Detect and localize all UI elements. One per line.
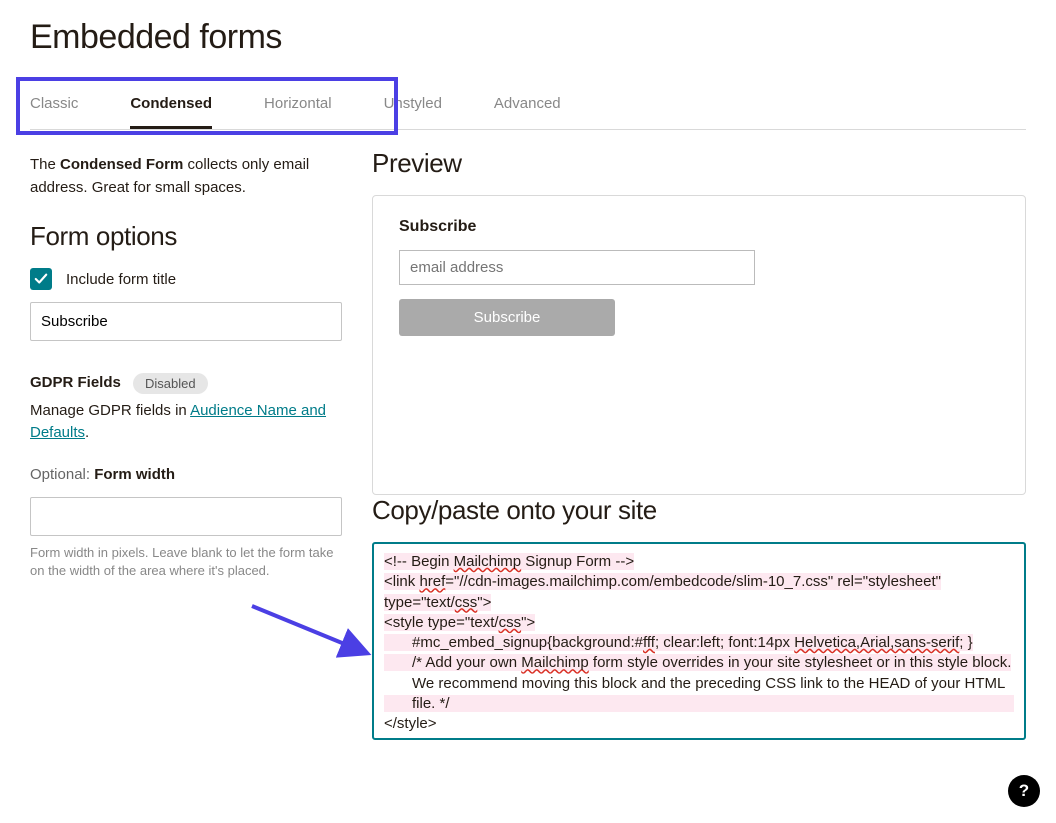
tab-horizontal[interactable]: Horizontal xyxy=(264,85,332,129)
check-icon xyxy=(34,272,48,286)
form-width-label: Optional: Form width xyxy=(30,466,342,483)
form-options-heading: Form options xyxy=(30,221,342,252)
form-width-input[interactable] xyxy=(30,497,342,536)
form-width-hint: Form width in pixels. Leave blank to let… xyxy=(30,544,342,580)
page-title: Embedded forms xyxy=(30,18,1026,57)
preview-box: Subscribe Subscribe xyxy=(372,195,1026,495)
gdpr-help-text: Manage GDPR fields in Audience Name and … xyxy=(30,400,342,444)
gdpr-text-suffix: . xyxy=(85,424,89,441)
preview-form-title: Subscribe xyxy=(399,218,999,236)
gdpr-text-prefix: Manage GDPR fields in xyxy=(30,402,190,419)
tab-advanced[interactable]: Advanced xyxy=(494,85,561,129)
preview-heading: Preview xyxy=(372,148,1026,179)
embed-code-textarea[interactable]: <!-- Begin Mailchimp Signup Form --><lin… xyxy=(372,542,1026,740)
copy-paste-heading: Copy/paste onto your site xyxy=(372,495,1026,526)
tab-condensed[interactable]: Condensed xyxy=(130,85,212,129)
optional-prefix: Optional: xyxy=(30,466,94,483)
preview-email-input[interactable] xyxy=(399,250,755,285)
optional-bold: Form width xyxy=(94,466,175,483)
include-form-title-label: Include form title xyxy=(66,271,176,288)
gdpr-fields-label: GDPR Fields xyxy=(30,374,121,391)
include-form-title-checkbox[interactable] xyxy=(30,268,52,290)
gdpr-disabled-badge: Disabled xyxy=(133,373,208,394)
intro-text: The Condensed Form collects only email a… xyxy=(30,154,342,199)
form-title-input[interactable] xyxy=(30,302,342,341)
intro-prefix: The xyxy=(30,156,60,173)
intro-bold: Condensed Form xyxy=(60,156,183,173)
tabs: Classic Condensed Horizontal Unstyled Ad… xyxy=(30,85,1026,130)
tab-unstyled[interactable]: Unstyled xyxy=(384,85,442,129)
tab-classic[interactable]: Classic xyxy=(30,85,78,129)
right-column: Preview Subscribe Subscribe Copy/paste o… xyxy=(372,148,1026,740)
help-button[interactable]: ? xyxy=(1008,775,1040,807)
preview-subscribe-button[interactable]: Subscribe xyxy=(399,299,615,336)
left-column: The Condensed Form collects only email a… xyxy=(30,148,342,580)
